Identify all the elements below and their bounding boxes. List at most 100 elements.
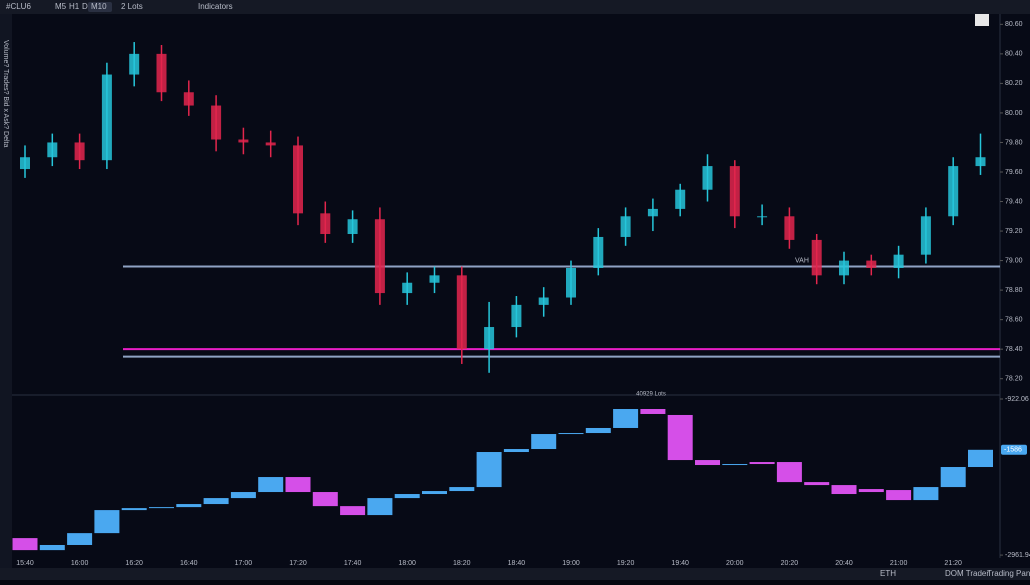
x-tick-label: 20:00 [726,560,744,567]
delta-body [558,433,584,435]
delta-body [776,462,802,483]
delta-body [722,464,748,466]
delta-body [94,510,120,534]
delta-body [121,508,147,511]
candle-body [374,219,385,294]
level-label: VAH [795,257,809,264]
y-tick-label: 78.80 [1005,287,1023,294]
delta-body [940,467,966,488]
delta-body [913,487,939,501]
candle-body [866,260,877,268]
scroll-button[interactable] [975,14,989,26]
x-tick-label: 21:00 [890,560,908,567]
delta-body [858,489,884,493]
delta-body [749,462,775,465]
candle-body [729,166,740,217]
delta-body [613,409,639,428]
timeframe[interactable]: M5 [55,2,67,11]
timeframe[interactable]: H1 [69,2,80,11]
delta-body [449,487,475,492]
side-label: Volume? Trades? Bid x Ask? Delta [2,40,9,147]
y-tick-label: 80.00 [1005,110,1023,117]
x-tick-label: 18:20 [453,560,471,567]
y-tick-label: 79.80 [1005,139,1023,146]
delta-body [695,460,720,466]
footer-button[interactable]: DOM Trader [945,569,989,578]
x-tick-label: 19:20 [617,560,635,567]
y-tick-label: 79.60 [1005,169,1023,176]
candle-body [893,254,904,268]
candle-body [456,275,467,350]
y-tick-label: -922.06 [1005,396,1029,403]
y-tick-label: 78.20 [1005,376,1023,383]
y-tick-label: 80.60 [1005,21,1023,28]
x-tick-label: 16:40 [180,560,198,567]
delta-body [831,485,857,495]
symbol[interactable]: #CLU6 [6,2,31,11]
delta-body [312,492,338,507]
toolbar [0,0,1030,14]
candle-body [566,267,576,298]
delta-body [585,427,611,434]
candle-body [101,74,112,161]
candle-body [265,142,276,146]
timeframe[interactable]: D [82,2,88,11]
candle-body [347,219,358,235]
annotation: 40929 Lots [636,392,666,398]
candle-body [238,139,249,143]
delta-body [203,498,229,505]
candle-body [129,53,140,75]
timeframe[interactable]: M10 [91,2,107,11]
delta-body [968,449,993,468]
candle-body [320,213,331,235]
candle-body [975,157,986,167]
session[interactable]: ETH [880,569,896,578]
delta-body [12,538,38,551]
candle-body [675,189,686,209]
candle-body [593,236,604,268]
candle-body [811,239,822,276]
candle-body [948,166,959,217]
last-value-box [1001,444,1027,455]
delta-body [149,507,174,509]
delta-body [67,533,93,545]
delta-body [258,477,284,493]
candle-body [784,216,795,240]
x-tick-label: 17:40 [344,560,362,567]
delta-body [340,506,366,516]
candle-body [183,92,194,106]
x-tick-label: 16:20 [125,560,143,567]
x-tick-label: 20:20 [781,560,799,567]
candle-body [620,216,631,237]
candle-body [402,282,413,294]
y-tick-label: 79.40 [1005,198,1023,205]
last-value: -1586 [1004,447,1022,454]
y-tick-label: 80.40 [1005,51,1023,58]
x-tick-label: 18:40 [508,560,526,567]
y-tick-label: 79.00 [1005,257,1023,264]
footer-button[interactable]: Trading Panel [987,569,1030,578]
candle-body [20,157,30,170]
x-tick-label: 17:20 [289,560,307,567]
left-toolbar [0,14,12,568]
delta-body [394,494,420,499]
lots[interactable]: 2 Lots [121,2,143,11]
x-tick-label: 15:40 [16,560,34,567]
indicators[interactable]: Indicators [198,2,233,11]
candle-body [293,145,303,214]
x-tick-label: 21:20 [944,560,962,567]
x-tick-label: 17:00 [235,560,253,567]
y-tick-label: -2961.94 [1005,552,1030,559]
x-tick-label: 19:40 [671,560,689,567]
y-tick-label: 78.40 [1005,346,1023,353]
candle-body [757,216,768,218]
delta-body [476,452,502,488]
delta-body [667,414,693,461]
timeframe-active [88,2,112,12]
candle-body [484,327,495,350]
candle-body [647,208,658,217]
delta-body [886,490,912,501]
y-tick-label: 80.20 [1005,80,1023,87]
y-tick-label: 78.60 [1005,316,1023,323]
